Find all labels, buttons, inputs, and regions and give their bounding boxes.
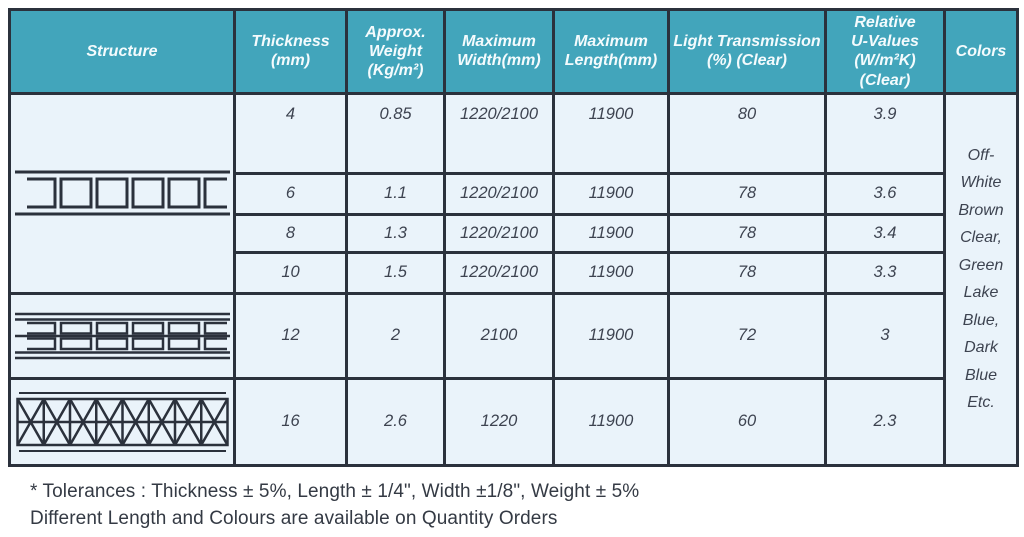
col-header-max-length: Maximum Length(mm) <box>552 8 670 95</box>
table-row: 4 0.85 1220/2100 11900 80 3.9 Off- White… <box>8 91 1019 467</box>
col-header-structure: Structure <box>8 8 236 95</box>
cell-thickness: 12 <box>233 291 348 380</box>
col-header-light-transmission: Light Transmission (%) (Clear) <box>667 8 827 95</box>
twin-wall-structure-icon <box>14 170 230 216</box>
col-header-max-width: Maximum Width(mm) <box>443 8 555 95</box>
cell-thickness: 10 <box>233 250 348 295</box>
col-header-u-values: Relative U-Values (W/m²K) (Clear) <box>824 8 946 95</box>
triple-wall-structure-icon <box>14 312 230 359</box>
cell-light-transmission: 60 <box>667 376 827 467</box>
structure-cell-triple-wall <box>8 291 236 380</box>
cell-max-width: 1220 <box>443 376 555 467</box>
cell-thickness: 8 <box>233 212 348 254</box>
table-row: 10 1.5 1220/2100 11900 78 3.3 <box>10 250 1018 295</box>
cell-max-width: 1220/2100 <box>443 171 555 216</box>
cell-u-value: 2.3 <box>824 376 946 467</box>
cell-light-transmission: 72 <box>667 291 827 380</box>
cell-u-value: 3.6 <box>824 171 946 216</box>
cell-weight: 1.1 <box>345 171 446 216</box>
cell-light-transmission: 78 <box>667 171 827 216</box>
cell-weight: 1.3 <box>345 212 446 254</box>
cell-u-value: 3.9 <box>824 91 946 175</box>
cell-weight: 2.6 <box>345 376 446 467</box>
cell-light-transmission: 78 <box>667 212 827 254</box>
cell-max-length: 11900 <box>552 171 670 216</box>
cell-max-length: 11900 <box>552 250 670 295</box>
cell-thickness: 4 <box>233 91 348 175</box>
header-row: Structure Thickness (mm) Approx. Weight … <box>8 8 1019 95</box>
polycarbonate-spec-table: Structure Thickness (mm) Approx. Weight … <box>8 8 1019 467</box>
cell-light-transmission: 80 <box>667 91 827 175</box>
availability-note: Different Length and Colours are availab… <box>30 507 558 529</box>
cell-max-length: 11900 <box>552 212 670 254</box>
table-row: 6 1.1 1220/2100 11900 78 3.6 <box>10 171 1018 216</box>
cell-max-width: 1220/2100 <box>443 212 555 254</box>
cell-max-length: 11900 <box>552 291 670 380</box>
cell-weight: 0.85 <box>345 91 446 175</box>
cell-weight: 1.5 <box>345 250 446 295</box>
table-row: 12 2 2100 11900 72 3 <box>8 291 1018 380</box>
col-header-thickness: Thickness (mm) <box>233 8 348 95</box>
cell-max-length: 11900 <box>552 376 670 467</box>
colors-cell: Off- White Brown Clear, Green Lake Blue,… <box>943 91 1019 467</box>
cell-u-value: 3.3 <box>824 250 946 295</box>
cell-u-value: 3 <box>824 291 946 380</box>
cell-max-width: 1220/2100 <box>443 91 555 175</box>
cell-max-width: 2100 <box>443 291 555 380</box>
cell-weight: 2 <box>345 291 446 380</box>
cell-light-transmission: 78 <box>667 250 827 295</box>
cell-thickness: 6 <box>233 171 348 216</box>
cell-u-value: 3.4 <box>824 212 946 254</box>
cell-max-length: 11900 <box>552 91 670 175</box>
structure-cell-twin-wall <box>8 91 236 295</box>
footnotes: * Tolerances : Thickness ± 5%, Length ± … <box>30 479 639 533</box>
structure-cell-x-structure <box>8 376 236 467</box>
tolerances-note: * Tolerances : Thickness ± 5%, Length ± … <box>30 481 640 502</box>
cell-max-width: 1220/2100 <box>443 250 555 295</box>
x-structure-icon <box>15 391 229 452</box>
cell-thickness: 16 <box>233 376 348 467</box>
col-header-weight: Approx. Weight (Kg/m²) <box>345 8 446 95</box>
table-row: 8 1.3 1220/2100 11900 78 3.4 <box>10 212 1018 254</box>
col-header-colors: Colors <box>943 8 1019 95</box>
table-row: 16 2.6 1220 11900 60 2.3 <box>8 376 1018 467</box>
